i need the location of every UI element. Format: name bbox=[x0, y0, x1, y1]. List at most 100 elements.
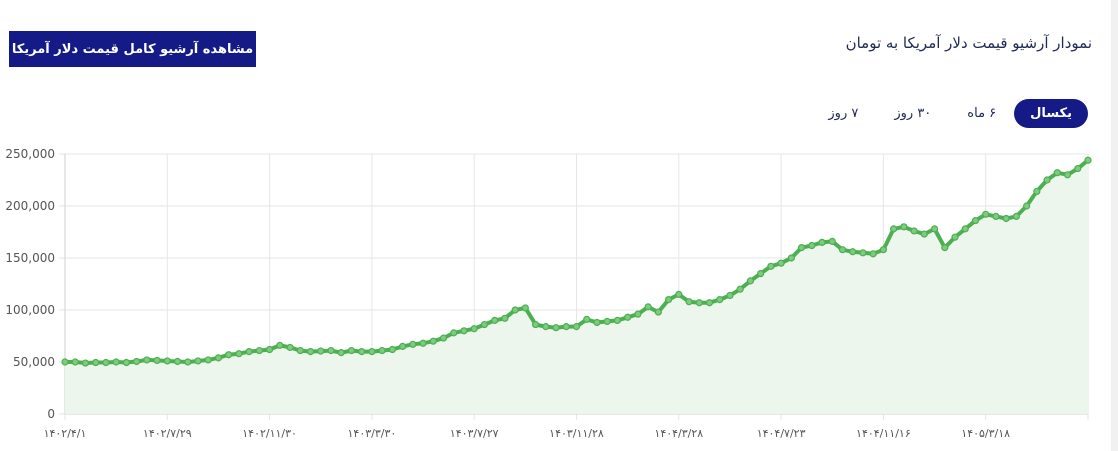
data-point[interactable] bbox=[992, 212, 1000, 220]
data-point[interactable] bbox=[194, 357, 202, 365]
data-point[interactable] bbox=[654, 308, 662, 316]
data-point[interactable] bbox=[173, 357, 182, 366]
data-point[interactable] bbox=[634, 310, 642, 318]
data-point[interactable] bbox=[869, 250, 877, 258]
data-point[interactable] bbox=[133, 357, 141, 366]
data-point[interactable] bbox=[255, 346, 263, 355]
data-point[interactable] bbox=[511, 306, 519, 314]
data-point[interactable] bbox=[81, 359, 90, 367]
data-point[interactable] bbox=[388, 345, 396, 354]
data-point[interactable] bbox=[583, 315, 591, 323]
data-point[interactable] bbox=[593, 318, 601, 327]
data-point[interactable] bbox=[890, 225, 898, 233]
data-point[interactable] bbox=[910, 227, 918, 235]
data-point[interactable] bbox=[624, 313, 632, 321]
data-point[interactable] bbox=[368, 348, 376, 356]
data-point[interactable] bbox=[664, 296, 673, 304]
data-point[interactable] bbox=[818, 238, 826, 246]
data-point[interactable] bbox=[92, 358, 100, 367]
data-point[interactable] bbox=[531, 320, 540, 329]
data-point[interactable] bbox=[951, 233, 959, 241]
data-point[interactable] bbox=[797, 244, 806, 252]
data-point[interactable] bbox=[163, 357, 171, 365]
data-point[interactable] bbox=[398, 342, 407, 350]
data-point[interactable] bbox=[757, 270, 765, 278]
data-point[interactable] bbox=[327, 346, 335, 355]
data-point[interactable] bbox=[450, 329, 458, 337]
data-point[interactable] bbox=[204, 356, 212, 364]
data-point[interactable] bbox=[1033, 187, 1041, 196]
data-point[interactable] bbox=[276, 341, 284, 349]
data-point[interactable] bbox=[337, 349, 345, 357]
data-point[interactable] bbox=[296, 346, 304, 355]
data-point[interactable] bbox=[378, 346, 386, 355]
data-point[interactable] bbox=[746, 277, 755, 285]
data-point[interactable] bbox=[736, 285, 744, 293]
data-point[interactable] bbox=[920, 230, 928, 238]
data-point[interactable] bbox=[112, 358, 120, 366]
data-point[interactable] bbox=[1012, 212, 1020, 220]
data-point[interactable] bbox=[971, 216, 980, 225]
data-point[interactable] bbox=[1002, 214, 1010, 223]
data-point[interactable] bbox=[808, 241, 816, 250]
data-point[interactable] bbox=[501, 314, 509, 322]
data-point[interactable] bbox=[1043, 176, 1051, 184]
data-point[interactable] bbox=[419, 339, 427, 347]
data-point[interactable] bbox=[675, 290, 683, 298]
data-point[interactable] bbox=[838, 246, 847, 254]
tab-30-days[interactable]: ۳۰ روز bbox=[876, 99, 949, 128]
view-full-archive-button[interactable]: مشاهده آرشیو کامل قیمت دلار آمریکا bbox=[9, 31, 256, 67]
data-point[interactable] bbox=[317, 347, 325, 355]
data-point[interactable] bbox=[961, 225, 969, 233]
data-point[interactable] bbox=[900, 223, 908, 231]
data-point[interactable] bbox=[358, 348, 366, 356]
data-point[interactable] bbox=[1084, 156, 1092, 164]
data-point[interactable] bbox=[1023, 202, 1031, 210]
data-point[interactable] bbox=[409, 340, 417, 348]
data-point[interactable] bbox=[695, 299, 703, 307]
data-point[interactable] bbox=[572, 323, 581, 331]
data-point[interactable] bbox=[122, 358, 130, 367]
data-point[interactable] bbox=[470, 325, 478, 333]
data-point[interactable] bbox=[859, 249, 867, 257]
tab-7-days[interactable]: ۷ روز bbox=[810, 99, 876, 128]
data-point[interactable] bbox=[787, 254, 795, 262]
data-point[interactable] bbox=[245, 348, 253, 356]
data-point[interactable] bbox=[767, 262, 775, 270]
data-point[interactable] bbox=[685, 298, 693, 306]
data-point[interactable] bbox=[777, 259, 785, 267]
data-point[interactable] bbox=[286, 343, 294, 352]
data-point[interactable] bbox=[982, 210, 990, 218]
data-point[interactable] bbox=[61, 358, 69, 366]
data-point[interactable] bbox=[347, 346, 356, 355]
data-point[interactable] bbox=[306, 348, 315, 356]
data-point[interactable] bbox=[1053, 169, 1061, 177]
data-point[interactable] bbox=[879, 246, 888, 254]
data-point[interactable] bbox=[521, 304, 529, 312]
data-point[interactable] bbox=[726, 291, 734, 300]
data-point[interactable] bbox=[716, 296, 724, 304]
tab-6-months[interactable]: ۶ ماه bbox=[949, 99, 1014, 128]
data-point[interactable] bbox=[235, 350, 243, 358]
tab-one-year[interactable]: یکسال bbox=[1014, 99, 1088, 128]
data-point[interactable] bbox=[102, 358, 110, 367]
data-point[interactable] bbox=[613, 316, 622, 324]
data-point[interactable] bbox=[941, 244, 949, 252]
data-point[interactable] bbox=[828, 237, 836, 245]
data-point[interactable] bbox=[266, 345, 274, 354]
data-point[interactable] bbox=[439, 334, 448, 342]
data-point[interactable] bbox=[1063, 171, 1072, 179]
data-point[interactable] bbox=[603, 317, 611, 326]
data-point[interactable] bbox=[849, 248, 857, 256]
data-point[interactable] bbox=[1074, 164, 1082, 173]
data-point[interactable] bbox=[705, 299, 714, 307]
data-point[interactable] bbox=[930, 225, 939, 233]
data-point[interactable] bbox=[480, 320, 489, 329]
data-point[interactable] bbox=[71, 358, 79, 366]
data-point[interactable] bbox=[542, 323, 550, 331]
scrollbar[interactable] bbox=[1111, 0, 1118, 451]
data-point[interactable] bbox=[562, 323, 570, 331]
data-point[interactable] bbox=[429, 337, 437, 345]
data-point[interactable] bbox=[214, 354, 223, 362]
data-point[interactable] bbox=[460, 327, 468, 335]
